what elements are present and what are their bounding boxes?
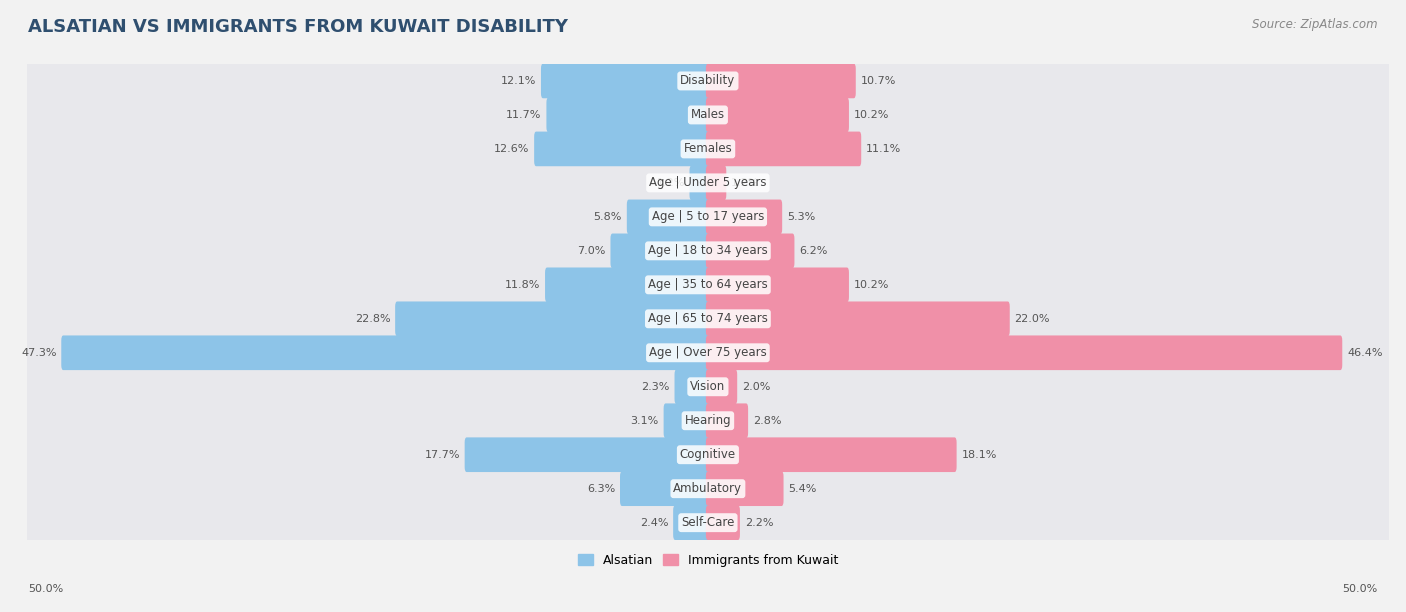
- FancyBboxPatch shape: [706, 200, 782, 234]
- FancyBboxPatch shape: [27, 260, 1389, 309]
- Text: 1.2%: 1.2%: [731, 178, 759, 188]
- FancyBboxPatch shape: [27, 159, 1389, 207]
- FancyBboxPatch shape: [27, 328, 1389, 377]
- Text: ALSATIAN VS IMMIGRANTS FROM KUWAIT DISABILITY: ALSATIAN VS IMMIGRANTS FROM KUWAIT DISAB…: [28, 18, 568, 36]
- FancyBboxPatch shape: [706, 97, 849, 132]
- FancyBboxPatch shape: [627, 200, 710, 234]
- FancyBboxPatch shape: [706, 438, 956, 472]
- FancyBboxPatch shape: [706, 403, 748, 438]
- FancyBboxPatch shape: [546, 267, 710, 302]
- FancyBboxPatch shape: [706, 302, 1010, 336]
- Text: Disability: Disability: [681, 75, 735, 88]
- FancyBboxPatch shape: [534, 132, 710, 166]
- FancyBboxPatch shape: [27, 226, 1389, 275]
- FancyBboxPatch shape: [27, 362, 1389, 411]
- FancyBboxPatch shape: [547, 97, 710, 132]
- FancyBboxPatch shape: [706, 166, 727, 200]
- Text: Age | Over 75 years: Age | Over 75 years: [650, 346, 766, 359]
- Text: Source: ZipAtlas.com: Source: ZipAtlas.com: [1253, 18, 1378, 31]
- FancyBboxPatch shape: [541, 64, 710, 99]
- Text: 5.4%: 5.4%: [789, 483, 817, 494]
- Text: 17.7%: 17.7%: [425, 450, 460, 460]
- Text: 10.7%: 10.7%: [860, 76, 896, 86]
- Text: 2.2%: 2.2%: [745, 518, 773, 528]
- Text: 7.0%: 7.0%: [578, 246, 606, 256]
- FancyBboxPatch shape: [706, 234, 794, 268]
- Text: 46.4%: 46.4%: [1347, 348, 1382, 358]
- Text: 6.3%: 6.3%: [586, 483, 616, 494]
- Text: Age | 65 to 74 years: Age | 65 to 74 years: [648, 312, 768, 326]
- Text: Age | 35 to 64 years: Age | 35 to 64 years: [648, 278, 768, 291]
- FancyBboxPatch shape: [620, 471, 710, 506]
- FancyBboxPatch shape: [27, 192, 1389, 241]
- Text: Age | 18 to 34 years: Age | 18 to 34 years: [648, 244, 768, 257]
- Text: Cognitive: Cognitive: [681, 448, 735, 461]
- FancyBboxPatch shape: [706, 335, 1343, 370]
- FancyBboxPatch shape: [706, 471, 783, 506]
- Text: 2.4%: 2.4%: [640, 518, 668, 528]
- FancyBboxPatch shape: [62, 335, 710, 370]
- Legend: Alsatian, Immigrants from Kuwait: Alsatian, Immigrants from Kuwait: [578, 554, 838, 567]
- Text: 2.0%: 2.0%: [742, 382, 770, 392]
- FancyBboxPatch shape: [27, 91, 1389, 140]
- FancyBboxPatch shape: [27, 498, 1389, 547]
- Text: 5.3%: 5.3%: [787, 212, 815, 222]
- Text: 12.1%: 12.1%: [501, 76, 536, 86]
- Text: 10.2%: 10.2%: [853, 280, 889, 290]
- FancyBboxPatch shape: [673, 506, 710, 540]
- Text: 3.1%: 3.1%: [631, 416, 659, 426]
- FancyBboxPatch shape: [395, 302, 710, 336]
- Text: 11.7%: 11.7%: [506, 110, 541, 120]
- Text: Vision: Vision: [690, 380, 725, 394]
- FancyBboxPatch shape: [27, 294, 1389, 343]
- Text: 22.0%: 22.0%: [1015, 314, 1050, 324]
- Text: Males: Males: [690, 108, 725, 121]
- Text: Self-Care: Self-Care: [682, 516, 734, 529]
- Text: 22.8%: 22.8%: [354, 314, 391, 324]
- FancyBboxPatch shape: [27, 397, 1389, 445]
- Text: 2.8%: 2.8%: [752, 416, 782, 426]
- FancyBboxPatch shape: [689, 166, 710, 200]
- Text: 47.3%: 47.3%: [21, 348, 56, 358]
- Text: Hearing: Hearing: [685, 414, 731, 427]
- FancyBboxPatch shape: [27, 56, 1389, 105]
- FancyBboxPatch shape: [706, 506, 740, 540]
- Text: 6.2%: 6.2%: [799, 246, 828, 256]
- FancyBboxPatch shape: [706, 370, 737, 404]
- Text: Age | 5 to 17 years: Age | 5 to 17 years: [652, 211, 763, 223]
- FancyBboxPatch shape: [706, 64, 856, 99]
- FancyBboxPatch shape: [27, 430, 1389, 479]
- Text: 11.8%: 11.8%: [505, 280, 540, 290]
- Text: Age | Under 5 years: Age | Under 5 years: [650, 176, 766, 189]
- FancyBboxPatch shape: [610, 234, 710, 268]
- Text: 12.6%: 12.6%: [494, 144, 530, 154]
- Text: 11.1%: 11.1%: [866, 144, 901, 154]
- FancyBboxPatch shape: [27, 465, 1389, 513]
- Text: 2.3%: 2.3%: [641, 382, 669, 392]
- FancyBboxPatch shape: [464, 438, 710, 472]
- FancyBboxPatch shape: [706, 132, 862, 166]
- Text: 10.2%: 10.2%: [853, 110, 889, 120]
- FancyBboxPatch shape: [675, 370, 710, 404]
- FancyBboxPatch shape: [664, 403, 710, 438]
- Text: 1.2%: 1.2%: [657, 178, 685, 188]
- Text: 18.1%: 18.1%: [962, 450, 997, 460]
- Text: Females: Females: [683, 143, 733, 155]
- Text: 50.0%: 50.0%: [1343, 584, 1378, 594]
- Text: 5.8%: 5.8%: [593, 212, 621, 222]
- FancyBboxPatch shape: [706, 267, 849, 302]
- Text: Ambulatory: Ambulatory: [673, 482, 742, 495]
- FancyBboxPatch shape: [27, 124, 1389, 173]
- Text: 50.0%: 50.0%: [28, 584, 63, 594]
